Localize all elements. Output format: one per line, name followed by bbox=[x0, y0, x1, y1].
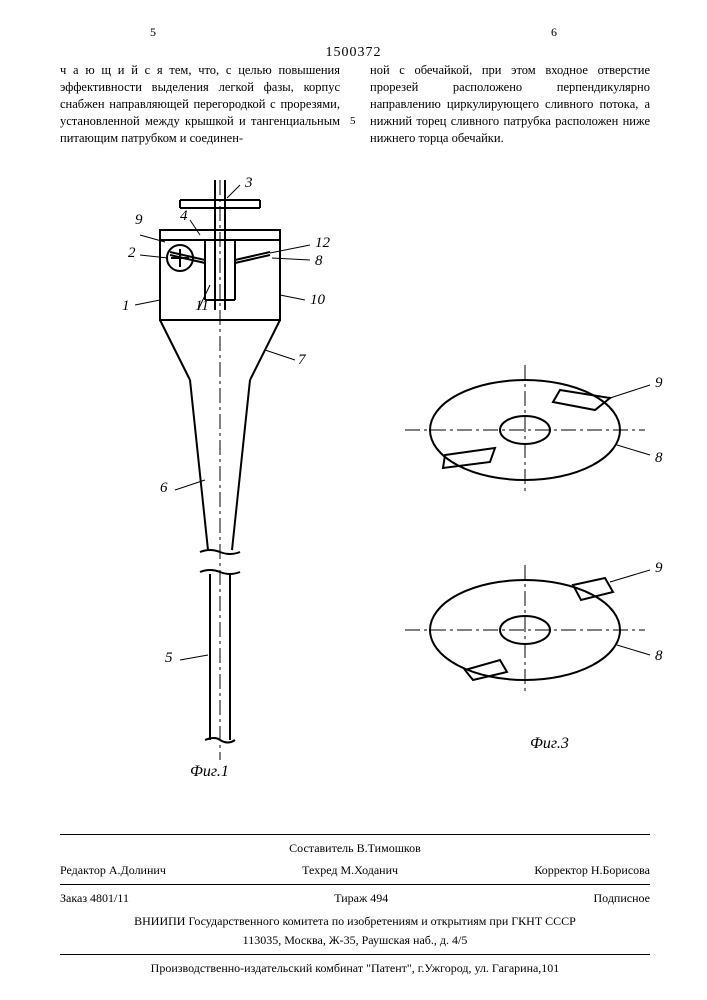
fig3-upper-label-8: 8 bbox=[655, 450, 663, 467]
fig1-label-3: 3 bbox=[245, 175, 253, 192]
fig1-label-5: 5 bbox=[165, 650, 173, 667]
footer-corrector: Корректор Н.Борисова bbox=[534, 861, 650, 880]
figure-1-svg bbox=[80, 180, 360, 800]
text-column-left: ч а ю щ и й с я тем, что, с целью повыше… bbox=[60, 62, 340, 146]
figures-container: 9 4 3 2 12 8 1 11 10 7 6 5 Фиг.1 bbox=[0, 180, 707, 820]
fig1-caption: Фиг.1 bbox=[190, 763, 229, 781]
footer-compiler: Составитель В.Тимошков bbox=[60, 839, 650, 858]
fig3-lower-label-9: 9 bbox=[655, 560, 663, 577]
fig1-label-2: 2 bbox=[128, 245, 136, 262]
fig1-label-11: 11 bbox=[195, 298, 209, 315]
fig3-caption: Фиг.3 bbox=[530, 735, 569, 753]
footer-technician: Техред М.Ходанич bbox=[302, 861, 398, 880]
footer-order: Заказ 4801/11 bbox=[60, 889, 129, 908]
fig1-label-7: 7 bbox=[298, 352, 306, 369]
fig1-label-6: 6 bbox=[160, 480, 168, 497]
footer-subscription: Подписное bbox=[594, 889, 651, 908]
fig1-label-4: 4 bbox=[180, 208, 188, 225]
text-column-right: ной с обечайкой, при этом входное отверс… bbox=[370, 62, 650, 146]
fig3-upper-label-9: 9 bbox=[655, 375, 663, 392]
footer-editor: Редактор А.Долинич bbox=[60, 861, 166, 880]
fig3-lower-label-8: 8 bbox=[655, 648, 663, 665]
footer-institute: ВНИИПИ Государственного комитета по изоб… bbox=[60, 912, 650, 931]
fig1-label-12: 12 bbox=[315, 235, 330, 252]
figure-3-svg bbox=[395, 360, 695, 780]
fig1-label-10: 10 bbox=[310, 292, 325, 309]
footer-address: 113035, Москва, Ж-35, Раушская наб., д. … bbox=[60, 931, 650, 950]
fig1-label-9: 9 bbox=[135, 212, 143, 229]
fig1-label-8: 8 bbox=[315, 253, 323, 270]
line-number-marker: 5 bbox=[350, 115, 356, 127]
footer-publisher: Производственно-издательский комбинат "П… bbox=[60, 959, 650, 978]
page-number-left: 5 bbox=[150, 25, 156, 40]
page-number-right: 6 bbox=[551, 25, 557, 40]
patent-number: 1500372 bbox=[326, 45, 382, 61]
footer-circulation: Тираж 494 bbox=[334, 889, 388, 908]
footer-block: Составитель В.Тимошков Редактор А.Долини… bbox=[60, 830, 650, 978]
fig1-label-1: 1 bbox=[122, 298, 130, 315]
